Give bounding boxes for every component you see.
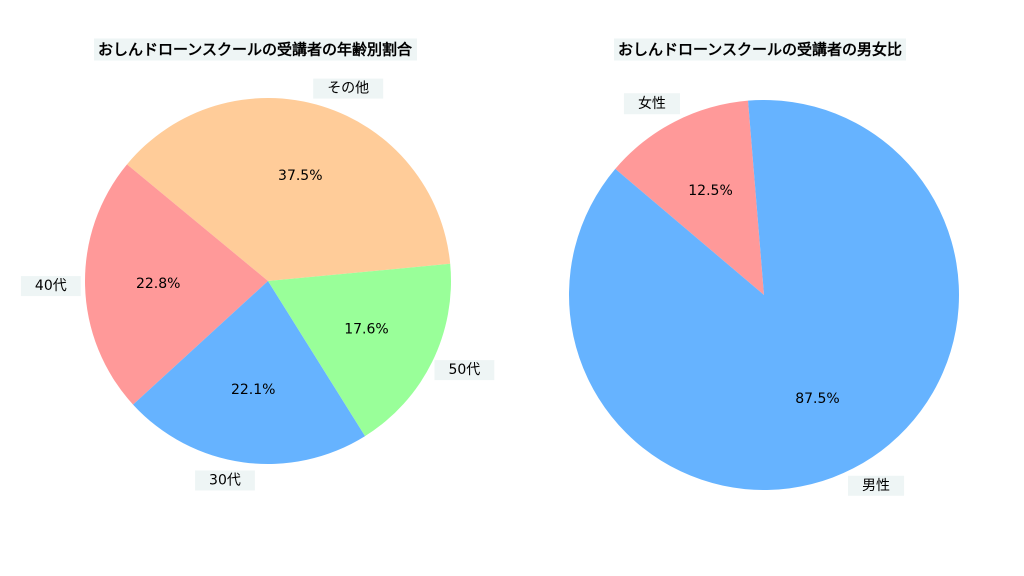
value-label: 22.8% bbox=[136, 276, 180, 292]
category-label: 30代 bbox=[209, 472, 241, 488]
category-label-bg bbox=[848, 475, 905, 496]
category-label-bg bbox=[313, 78, 384, 99]
category-label-group: 50代 bbox=[434, 360, 495, 381]
chart-title: おしんドローンスクールの受講者の年齢別割合 bbox=[98, 41, 413, 59]
pie-slice bbox=[85, 164, 268, 405]
pie-slice bbox=[615, 100, 764, 296]
chart-title-bg bbox=[94, 38, 417, 61]
category-label-group: その他 bbox=[313, 78, 384, 99]
value-label: 12.5% bbox=[688, 183, 732, 199]
value-label: 37.5% bbox=[278, 168, 322, 184]
pie-slice bbox=[133, 281, 366, 464]
pie-slice bbox=[569, 100, 959, 491]
pie-slice bbox=[268, 263, 452, 437]
chart-title-bg bbox=[614, 38, 906, 61]
category-label-bg bbox=[195, 470, 255, 491]
value-label: 87.5% bbox=[795, 391, 839, 407]
category-label-bg bbox=[20, 276, 81, 297]
category-label: 男性 bbox=[862, 478, 890, 494]
category-label-group: 女性 bbox=[623, 93, 680, 115]
category-label: その他 bbox=[327, 81, 369, 97]
category-label-bg bbox=[434, 360, 495, 381]
chart-title: おしんドローンスクールの受講者の男女比 bbox=[618, 41, 902, 59]
category-label: 女性 bbox=[638, 95, 666, 112]
value-label: 22.1% bbox=[231, 382, 275, 398]
value-label: 17.6% bbox=[344, 322, 388, 338]
category-label: 40代 bbox=[35, 278, 67, 294]
category-label-group: 30代 bbox=[195, 470, 255, 491]
category-label-group: 男性 bbox=[848, 475, 905, 496]
pie-slice bbox=[126, 97, 451, 281]
category-label: 50代 bbox=[448, 362, 480, 378]
category-label-group: 40代 bbox=[20, 276, 81, 297]
chart-title-group: おしんドローンスクールの受講者の男女比 bbox=[614, 38, 906, 61]
category-label-bg bbox=[623, 93, 680, 115]
chart-title-group: おしんドローンスクールの受講者の年齢別割合 bbox=[94, 38, 417, 61]
